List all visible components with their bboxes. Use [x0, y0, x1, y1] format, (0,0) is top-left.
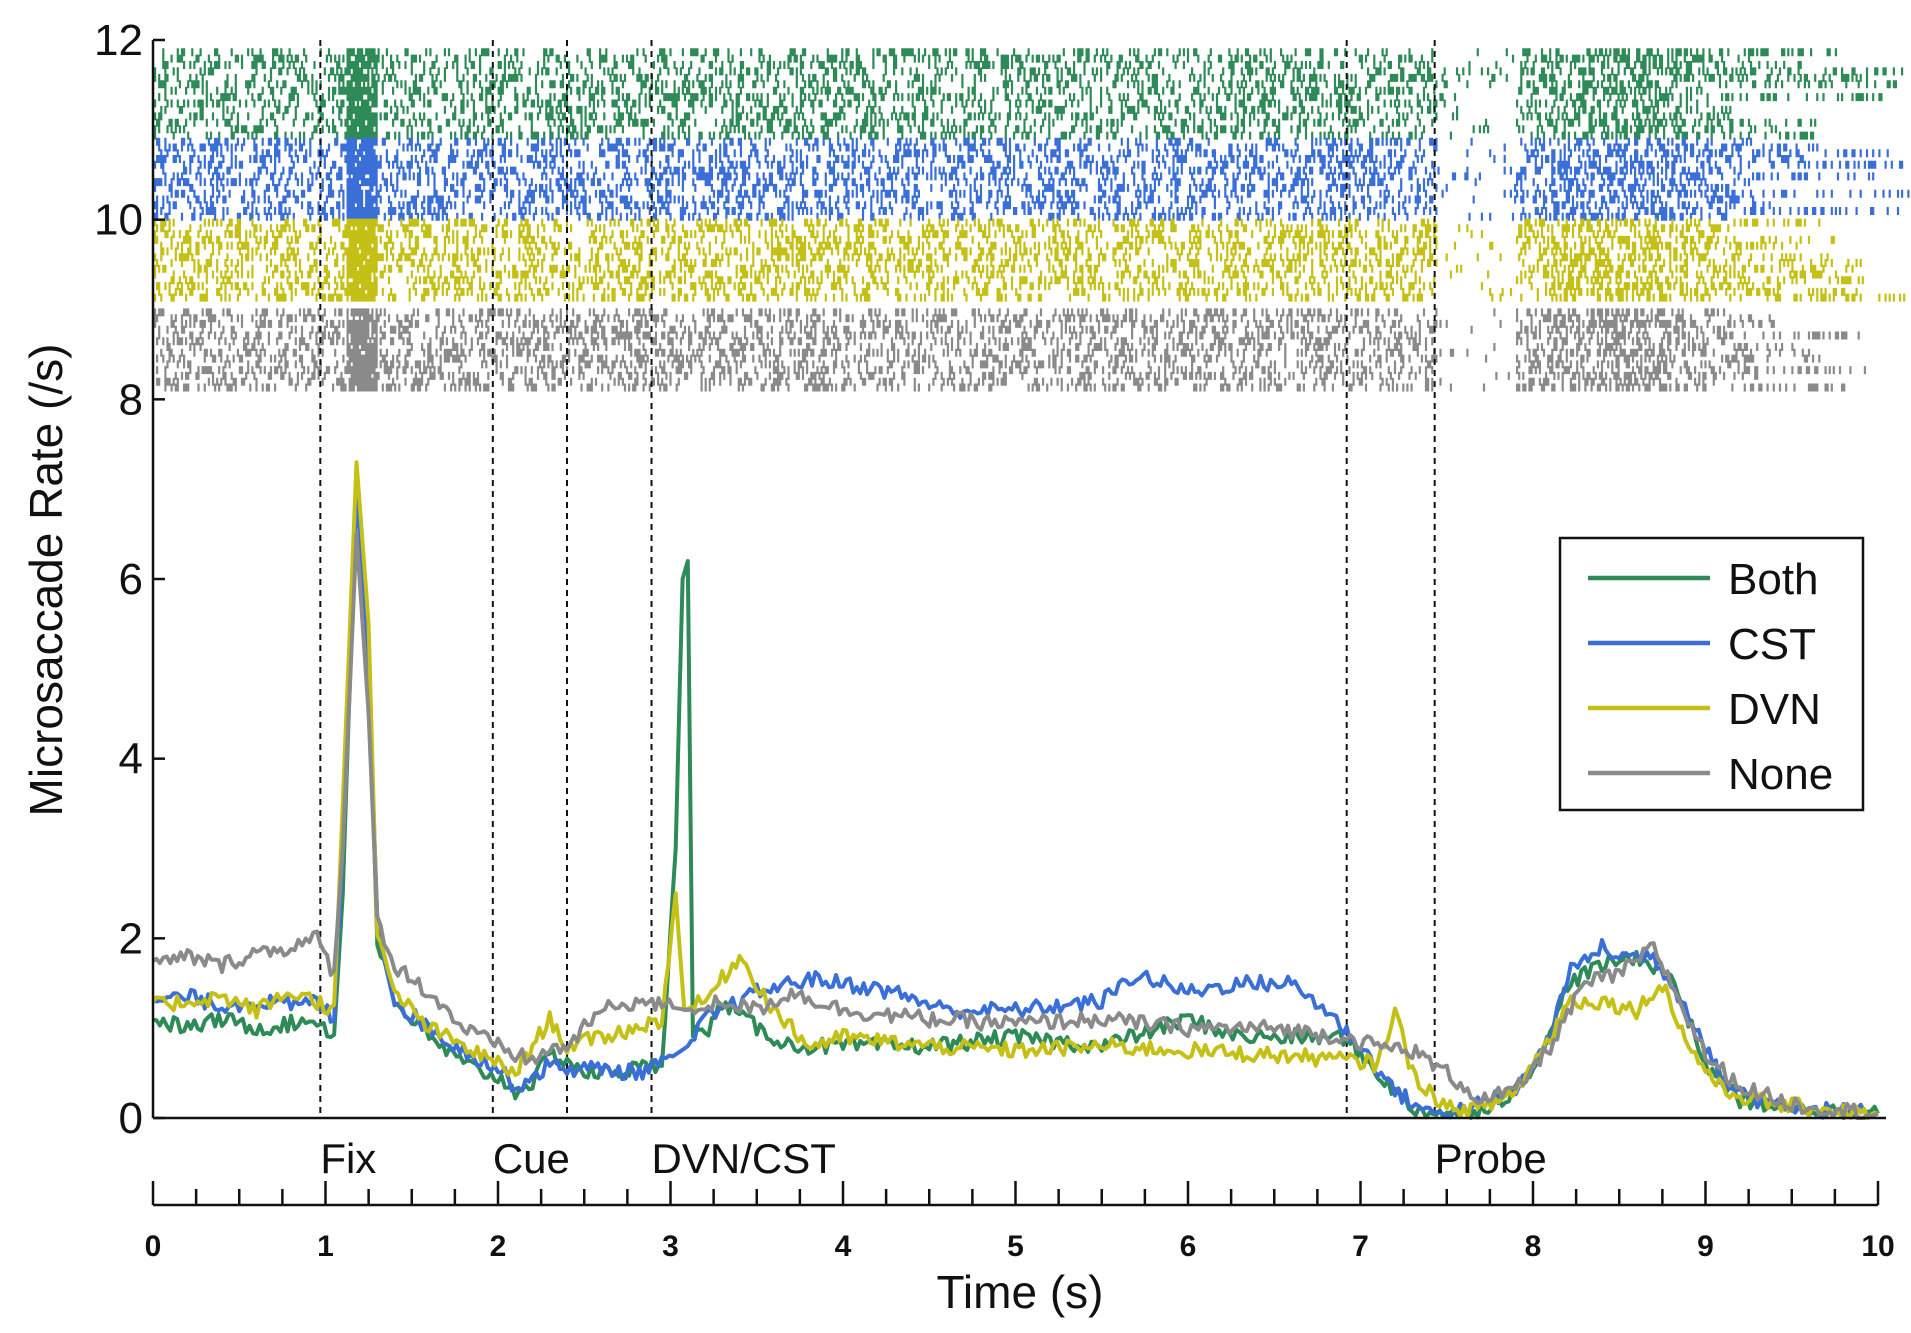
x-tick-label: 5	[1007, 1230, 1024, 1263]
y-tick-label: 10	[94, 196, 143, 245]
x-tick-label: 8	[1525, 1230, 1542, 1263]
rate-lines	[151, 460, 1880, 1120]
event-lines: Fix Cue DVN/CST Probe	[319, 40, 1547, 1182]
raster-both	[151, 48, 1904, 140]
raster-ticks	[151, 218, 1906, 302]
y-tick-label: 4	[119, 735, 143, 784]
raster-none	[151, 308, 1866, 392]
event-label: Probe	[1435, 1135, 1547, 1182]
raster-ticks	[151, 137, 1910, 221]
series-line-both	[152, 478, 1880, 1120]
y-tick-label: 2	[119, 914, 143, 963]
legend: Both CST DVN None	[1558, 536, 1865, 812]
raster-ticks	[151, 308, 1866, 392]
series-line-dvn	[151, 460, 1879, 1120]
x-tick-label: 2	[490, 1230, 507, 1263]
y-tick-label: 8	[119, 375, 143, 424]
x-tick-label: 3	[662, 1230, 679, 1263]
legend-box	[1558, 536, 1865, 812]
legend-label: Both	[1728, 555, 1819, 604]
legend-label: DVN	[1728, 685, 1821, 734]
series-line-none	[151, 532, 1879, 1120]
x-tick-label: 7	[1352, 1230, 1369, 1263]
y-axis-label: Microsaccade Rate (/s)	[20, 344, 72, 817]
x-tick-label: 0	[145, 1230, 162, 1263]
x-tick-label: 4	[835, 1230, 852, 1263]
y-tick-label: 6	[119, 555, 143, 604]
legend-label: CST	[1728, 620, 1816, 669]
y-tick-label: 12	[94, 16, 143, 65]
x-axis-label: Time (s)	[937, 1266, 1104, 1318]
event-label: Cue	[493, 1135, 570, 1182]
x-tick-label: 9	[1697, 1230, 1714, 1263]
raster-cst	[151, 137, 1910, 221]
x-tick-label: 6	[1180, 1230, 1197, 1263]
x-tick-label: 1	[317, 1230, 334, 1263]
event-label: DVN/CST	[652, 1135, 836, 1182]
x-tick-label: 10	[1861, 1230, 1894, 1263]
raster-dvn	[151, 218, 1906, 302]
y-tick-label: 0	[119, 1094, 143, 1143]
raster-ticks	[151, 48, 1904, 140]
event-label: Fix	[320, 1135, 376, 1182]
legend-label: None	[1728, 750, 1833, 799]
raster-layer	[151, 48, 1910, 392]
